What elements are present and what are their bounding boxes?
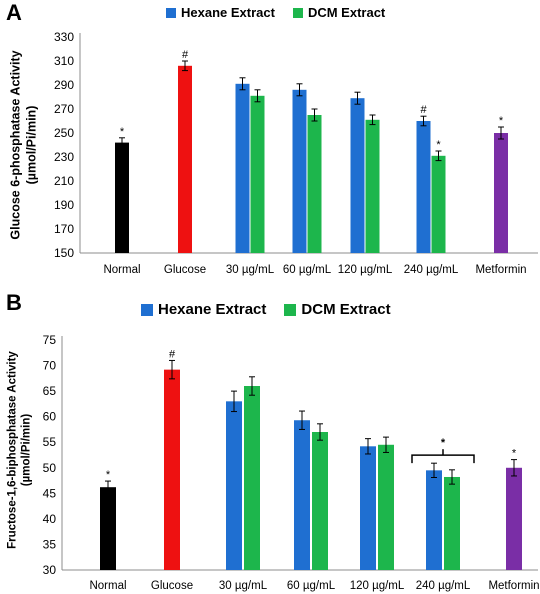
y-tick-label: 50 [43, 461, 57, 475]
chart-b-plot: 30 35 40 45 50 55 60 65 70 75 * Normal # Glucose 30 µg… [43, 333, 540, 592]
significance-mark: * [120, 126, 125, 138]
bar [307, 115, 322, 253]
y-tick-label: 270 [54, 102, 74, 116]
y-tick-label: 40 [43, 512, 57, 526]
legend-label: DCM Extract [301, 301, 391, 318]
bar [292, 89, 307, 253]
y-tick-label: 250 [54, 126, 74, 140]
bar [115, 142, 129, 253]
bar [178, 65, 192, 253]
bar [444, 476, 460, 570]
x-category-label: Normal [103, 264, 140, 276]
bar [378, 444, 394, 570]
y-tick-label: 60 [43, 410, 57, 424]
legend: Hexane Extract DCM Extract [166, 5, 403, 20]
legend-swatch-dcm [292, 7, 303, 18]
panel-letter: B [6, 290, 22, 315]
bar [494, 133, 508, 253]
bar [431, 155, 446, 253]
legend-item-dcm: DCM Extract [284, 301, 391, 318]
bar [294, 420, 310, 570]
x-category-label: 120 µg/mL [350, 580, 405, 592]
bar [365, 119, 380, 253]
x-category-label: Metformin [475, 264, 526, 276]
bar [506, 467, 522, 570]
legend-label: DCM Extract [307, 5, 386, 20]
y-tick-label: 230 [54, 150, 74, 164]
legend-item-hexane: Hexane Extract [166, 5, 275, 20]
chart-a-plot: 150 170 190 210 230 250 270 290 310 330 * Normal # Gl… [54, 30, 538, 276]
bar [235, 83, 250, 253]
bar [416, 121, 431, 253]
y-tick-label: 190 [54, 198, 74, 212]
panel-a-glucose-6-phosphatase: A Hexane Extract DCM Extract Glucose 6-p… [0, 0, 540, 290]
significance-mark: * [499, 115, 504, 127]
significance-bracket [411, 454, 475, 464]
significance-mark: * [441, 437, 446, 449]
y-tick-label: 75 [43, 333, 57, 347]
bar [426, 470, 442, 570]
x-category-label: 240 µg/mL [416, 580, 471, 592]
bar [164, 369, 180, 570]
legend-item-dcm: DCM Extract [292, 5, 386, 20]
legend-swatch-hexane [166, 7, 176, 18]
x-category-label: 120 µg/mL [338, 264, 393, 276]
y-tick-label: 70 [43, 359, 57, 373]
y-tick-label: 30 [43, 563, 57, 577]
significance-mark: * [106, 469, 111, 481]
y-tick-label: 330 [54, 30, 74, 44]
x-category-label: Normal [89, 580, 126, 592]
y-tick-label: 45 [43, 486, 57, 500]
significance-mark: * [512, 448, 517, 460]
bar [360, 446, 376, 570]
x-category-label: Glucose [151, 580, 193, 592]
legend: Hexane Extract DCM Extract [141, 301, 409, 318]
y-tick-label: 55 [43, 435, 57, 449]
panel-letter: A [6, 0, 22, 25]
y-tick-label: 170 [54, 222, 74, 236]
x-category-label: 60 µg/mL [283, 264, 332, 276]
bar [350, 98, 365, 253]
bar [100, 487, 116, 570]
x-category-label: Glucose [164, 264, 206, 276]
legend-swatch-hexane [141, 303, 153, 316]
significance-mark: # [169, 348, 176, 360]
legend-label: Hexane Extract [158, 301, 267, 318]
y-tick-label: 35 [43, 537, 57, 551]
significance-mark: # [182, 49, 189, 61]
significance-mark: # [420, 104, 427, 116]
x-category-label: 60 µg/mL [287, 580, 336, 592]
panel-b-fructose-biphosphatase: B Hexane Extract DCM Extract Fructose-1,… [0, 290, 540, 594]
y-tick-label: 290 [54, 78, 74, 92]
y-tick-label: 150 [54, 246, 74, 260]
x-category-label: 30 µg/mL [226, 264, 275, 276]
bar [312, 432, 328, 570]
legend-label: Hexane Extract [181, 5, 275, 20]
legend-item-hexane: Hexane Extract [141, 301, 266, 318]
bar [226, 401, 242, 570]
x-category-label: 240 µg/mL [404, 264, 459, 276]
legend-swatch-dcm [284, 303, 297, 316]
y-tick-label: 210 [54, 174, 74, 188]
y-tick-label: 65 [43, 384, 57, 398]
y-tick-label: 310 [54, 54, 74, 68]
bar [244, 386, 260, 570]
significance-mark: * [436, 139, 441, 151]
bar [250, 95, 265, 253]
x-category-label: 30 µg/mL [219, 580, 268, 592]
x-category-label: Metformin [488, 580, 539, 592]
